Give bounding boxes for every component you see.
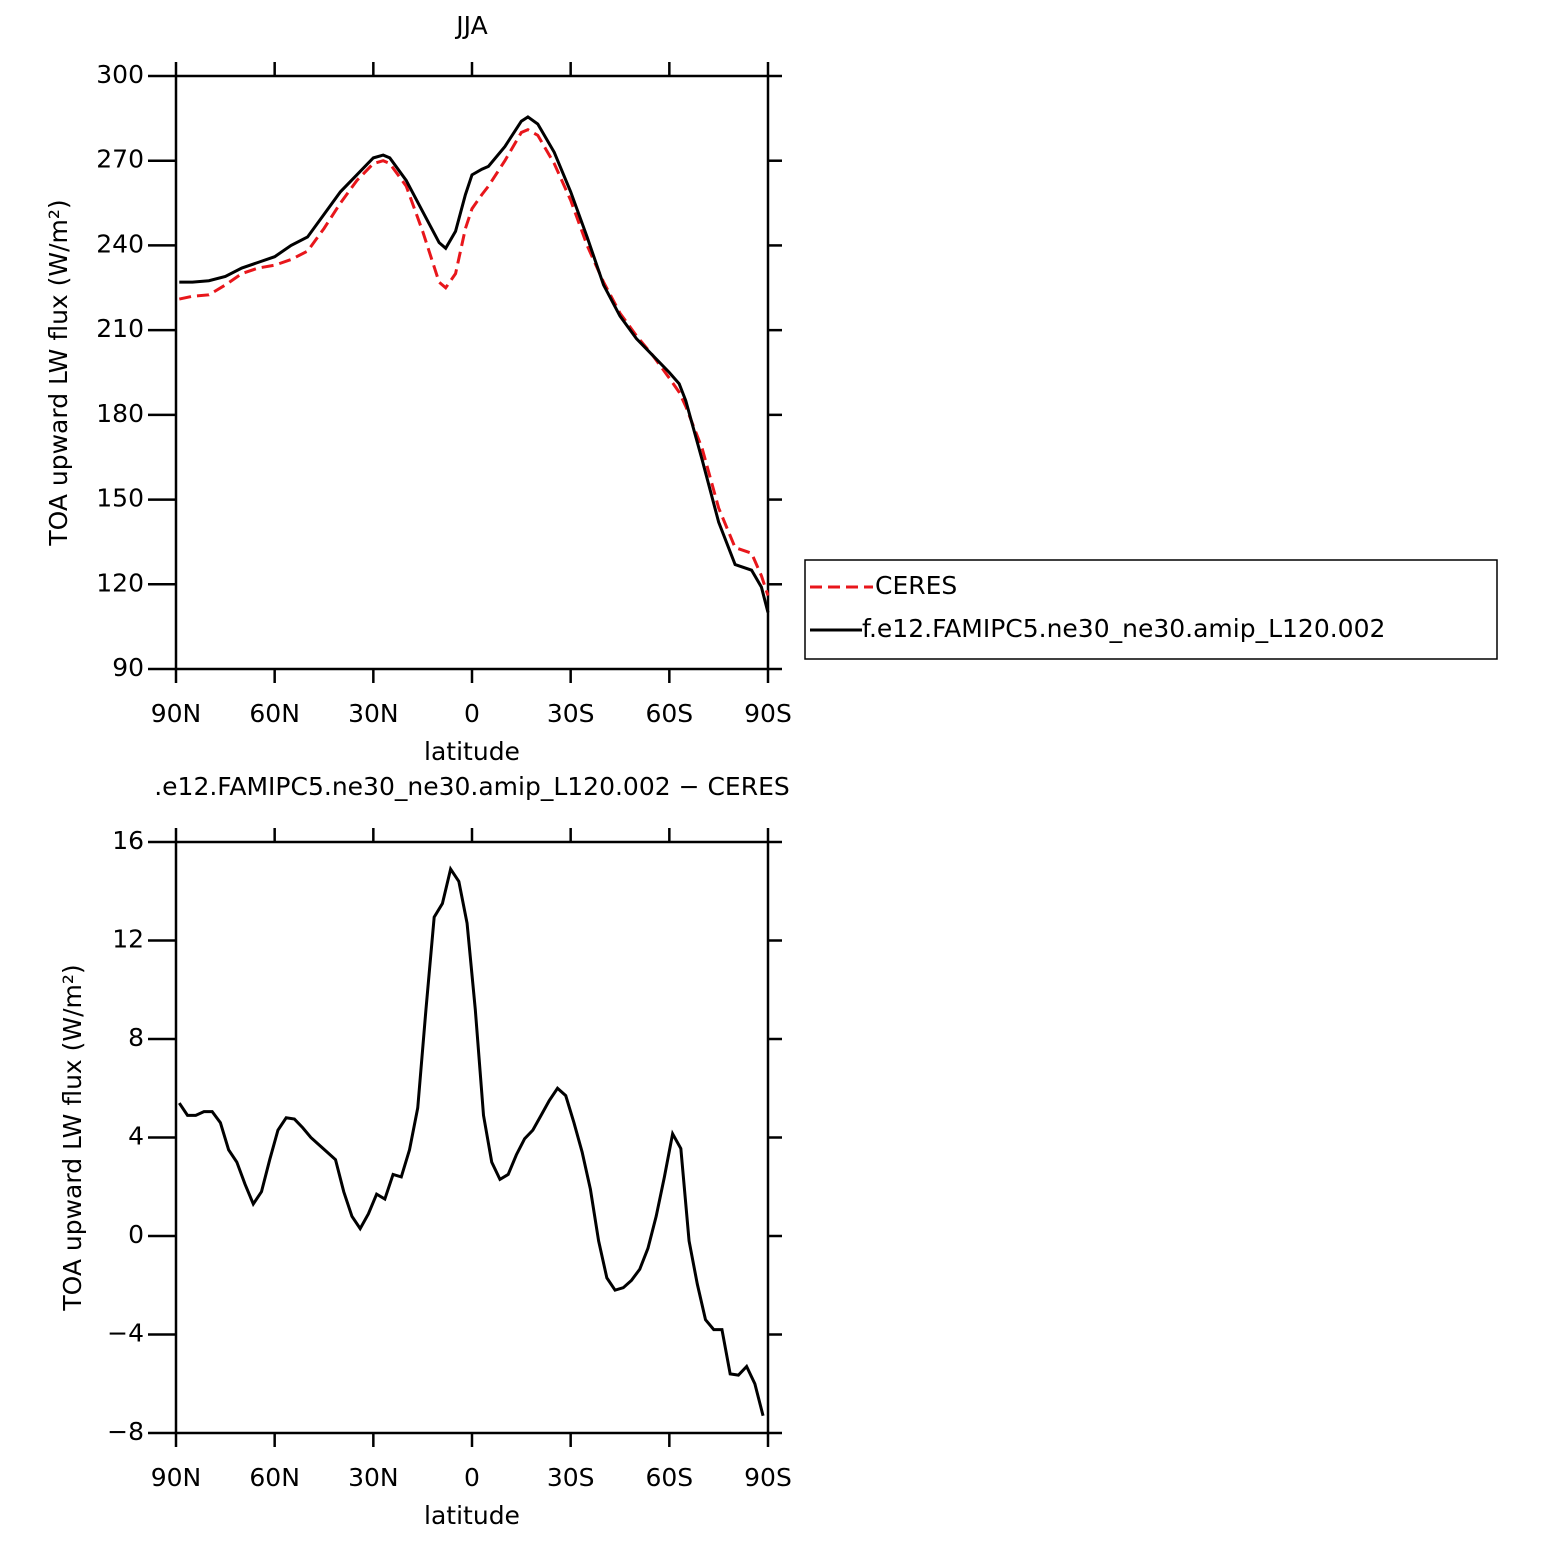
- x-tick-label: 60N: [249, 1463, 300, 1492]
- y-tick-label: 8: [128, 1023, 144, 1052]
- chart-title: JJA: [454, 11, 487, 40]
- data-line: [179, 115, 770, 613]
- x-axis-label: latitude: [424, 1501, 520, 1530]
- legend-label: CERES: [875, 571, 957, 600]
- legend-label: f.e12.FAMIPC5.ne30_ne30.amip_L120.002: [862, 614, 1385, 643]
- y-axis-label: TOA upward LW flux (W/m²): [44, 199, 73, 546]
- y-tick-label: −8: [107, 1417, 144, 1446]
- x-tick-label: 90S: [744, 699, 792, 728]
- y-tick-label: 300: [96, 60, 144, 89]
- x-tick-label: 90S: [744, 1463, 792, 1492]
- x-tick-label: 30S: [547, 1463, 595, 1492]
- x-tick-label: 30S: [547, 699, 595, 728]
- y-axis-label: TOA upward LW flux (W/m²): [58, 964, 87, 1311]
- y-tick-label: 180: [96, 399, 144, 428]
- plot-frame: [174, 840, 770, 1435]
- y-tick-label: 4: [128, 1122, 144, 1151]
- x-tick-label: 60S: [645, 699, 693, 728]
- y-tick-label: 12: [112, 925, 144, 954]
- x-tick-label: 30N: [348, 699, 399, 728]
- y-tick-label: 16: [112, 826, 144, 855]
- y-tick-label: −4: [107, 1319, 144, 1348]
- x-tick-label: 30N: [348, 1463, 399, 1492]
- y-tick-label: 120: [96, 568, 144, 597]
- legend-box: [804, 559, 1498, 660]
- y-tick-label: 270: [96, 145, 144, 174]
- plot-frame: [174, 74, 770, 671]
- y-tick-label: 210: [96, 314, 144, 343]
- y-tick-label: 150: [96, 484, 144, 513]
- data-line: [178, 865, 765, 1417]
- chart-title: .e12.FAMIPC5.ne30_ne30.amip_L120.002 − C…: [154, 772, 790, 801]
- x-tick-label: 90N: [151, 1463, 202, 1492]
- data-line: [178, 127, 770, 597]
- x-tick-label: 0: [464, 699, 480, 728]
- y-tick-label: 240: [96, 229, 144, 258]
- y-tick-label: 90: [112, 653, 144, 682]
- x-tick-label: 60N: [249, 699, 300, 728]
- x-axis-label: latitude: [424, 737, 520, 766]
- x-tick-label: 0: [464, 1463, 480, 1492]
- x-tick-label: 60S: [645, 1463, 693, 1492]
- x-tick-label: 90N: [151, 699, 202, 728]
- y-tick-label: 0: [128, 1220, 144, 1249]
